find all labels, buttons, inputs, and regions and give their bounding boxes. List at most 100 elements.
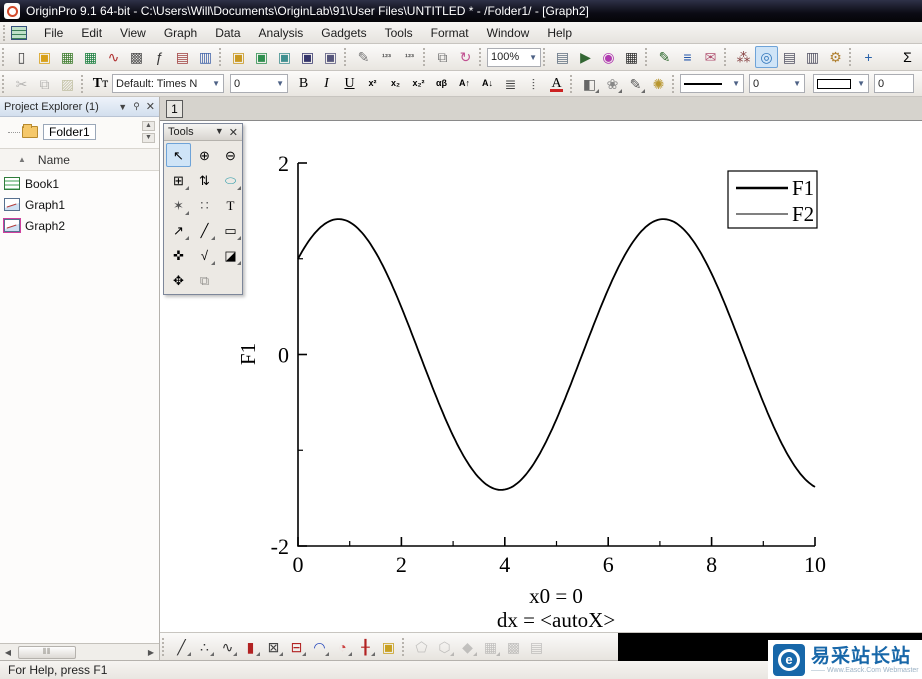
folder-name[interactable]: Folder1 — [43, 124, 96, 140]
super-subscript-button[interactable]: x₂² — [407, 73, 430, 95]
new-project-button[interactable]: ▯ — [10, 46, 33, 68]
project-item-graph1[interactable]: Graph1 — [0, 194, 159, 215]
slide-show-button[interactable]: ▶ — [574, 46, 597, 68]
insert-graph-tool-button[interactable]: ◪ — [218, 243, 243, 267]
code-builder-button[interactable]: ⚙ — [824, 46, 847, 68]
menu-item-view[interactable]: View — [120, 25, 146, 40]
menu-item-window[interactable]: Window — [486, 25, 530, 40]
screen-reader-tool-button[interactable]: ⊞ — [166, 168, 191, 192]
scroll-down-icon[interactable]: ▼ — [142, 133, 155, 143]
menu-item-format[interactable]: Format — [430, 25, 469, 40]
new-layout-button[interactable]: ▤ — [171, 46, 194, 68]
cluster-tool-button[interactable]: ∷ — [192, 193, 217, 217]
fill-color-button[interactable]: ◧ — [578, 73, 601, 95]
list-column-header[interactable]: ▲ Name — [0, 149, 159, 171]
layer-1-badge[interactable]: 1 — [166, 100, 183, 118]
pin-icon[interactable]: ⚲ — [133, 101, 140, 111]
new-function-button[interactable]: ƒ — [148, 46, 171, 68]
open-button[interactable]: ▣ — [227, 46, 250, 68]
vertical-cursor-tool-button[interactable]: ⇅ — [192, 168, 217, 192]
toolbar-grip[interactable] — [81, 74, 86, 93]
superscript-button[interactable]: x² — [361, 73, 384, 95]
greek-button[interactable]: αβ — [430, 73, 453, 95]
lighting-button[interactable]: ✺ — [647, 73, 670, 95]
project-explorer-toggle-button[interactable]: ◎ — [755, 46, 778, 68]
mask-points-tool-button[interactable]: ✶ — [166, 193, 191, 217]
vertical-text-button[interactable]: ⦙ — [522, 73, 545, 95]
template-library-button[interactable]: ▣ — [377, 636, 400, 658]
toolbar-grip[interactable] — [423, 48, 428, 66]
new-workbook-button[interactable]: ▦ — [56, 46, 79, 68]
draw-mode-button[interactable]: ✎ — [653, 46, 676, 68]
new-folder-button[interactable]: ▣ — [33, 46, 56, 68]
open-template-button[interactable]: ▣ — [273, 46, 296, 68]
pattern-palette-button[interactable]: ❀ — [601, 73, 624, 95]
open-excel-button[interactable]: ▣ — [250, 46, 273, 68]
font-combobox[interactable]: Default: Times N ▼ — [112, 74, 224, 93]
line-style-combobox[interactable]: ▼ — [680, 74, 744, 93]
toolbar-grip[interactable] — [849, 48, 854, 66]
toolbar-grip[interactable] — [645, 48, 650, 66]
batch-processing-button[interactable]: ⧉ — [431, 46, 454, 68]
scroll-left-icon[interactable]: ◀ — [4, 647, 12, 657]
x-axis-title-line1[interactable]: x0 = 0 — [529, 584, 583, 608]
new-graph-button[interactable]: ∿ — [102, 46, 125, 68]
line-color-button[interactable]: ✎ — [624, 73, 647, 95]
increase-font-button[interactable]: A↑ — [453, 73, 476, 95]
menu-item-analysis[interactable]: Analysis — [258, 25, 304, 40]
save-project-button[interactable]: ▣ — [296, 46, 319, 68]
toolbar-grip[interactable] — [162, 637, 167, 656]
refresh-run-button[interactable]: ↻ — [454, 46, 477, 68]
toolbar-grip[interactable] — [570, 74, 575, 93]
import-single-ascii-button[interactable]: ¹²³ — [375, 46, 398, 68]
send-graph-mail-button[interactable]: ✉ — [699, 46, 722, 68]
subscript-button[interactable]: x₂ — [384, 73, 407, 95]
region-reader-tool-button[interactable]: ⬭ — [218, 168, 243, 192]
horizontal-scrollbar[interactable]: ◀ ⦀⦀ ▶ — [0, 643, 159, 660]
scrollbar-thumb[interactable]: ⦀⦀ — [18, 645, 76, 659]
scroll-right-icon[interactable]: ▶ — [147, 647, 155, 657]
x-axis-title-line2[interactable]: dx = <autoX> — [497, 608, 615, 632]
results-log-button[interactable]: ▤ — [778, 46, 801, 68]
new-matrix-button[interactable]: ▩ — [125, 46, 148, 68]
rectangle-tool-tool-button[interactable]: ▭ — [218, 218, 243, 242]
quick-peek-button[interactable]: Σ — [896, 46, 919, 68]
toolbar-grip[interactable] — [3, 24, 8, 41]
font-size-combobox[interactable]: 0 ▼ — [230, 74, 288, 93]
command-window-button[interactable]: ▥ — [801, 46, 824, 68]
menu-item-graph[interactable]: Graph — [163, 25, 198, 40]
film-strip-button[interactable]: ▦ — [620, 46, 643, 68]
menu-item-edit[interactable]: Edit — [81, 25, 103, 40]
insert-equation-tool-button[interactable]: √ — [192, 243, 217, 267]
new-notes-button[interactable]: ▥ — [194, 46, 217, 68]
stock-chart-button[interactable]: ╂ — [354, 636, 377, 658]
line-tool-tool-button[interactable]: ╱ — [192, 218, 217, 242]
folder-tree-item[interactable]: Folder1 — [8, 124, 96, 140]
print-button[interactable]: ▤ — [551, 46, 574, 68]
menu-item-gadgets[interactable]: Gadgets — [321, 25, 367, 40]
video-player-button[interactable]: ◉ — [597, 46, 620, 68]
menu-item-tools[interactable]: Tools — [384, 25, 413, 40]
import-multiple-ascii-button[interactable]: ¹²³ — [398, 46, 421, 68]
menu-item-help[interactable]: Help — [547, 25, 573, 40]
zoom-combobox[interactable]: 100% ▼ — [487, 47, 541, 67]
pan-tool-tool-button[interactable]: ✜ — [166, 243, 191, 267]
project-item-graph2[interactable]: Graph2 — [0, 215, 159, 236]
scroll-up-icon[interactable]: ▲ — [142, 121, 155, 131]
toolbar-grip[interactable] — [479, 48, 484, 66]
project-structure-button[interactable]: ⁂ — [732, 46, 755, 68]
border-style-combobox[interactable]: ▼ — [813, 74, 869, 93]
close-icon[interactable]: ✕ — [145, 101, 155, 113]
text-tool-tool-button[interactable]: T — [218, 193, 243, 217]
line-symbol-plot-button[interactable]: ∿ — [216, 636, 239, 658]
toolbar-grip[interactable] — [2, 74, 7, 93]
scatter-plot-button[interactable]: ∴ — [193, 636, 216, 658]
project-explorer-header[interactable]: Project Explorer (1) ▼ ⚲ ✕ — [0, 97, 159, 117]
italic-button[interactable]: I — [315, 73, 338, 95]
split-view-button[interactable]: ≡ — [676, 46, 699, 68]
line-plot-button[interactable]: ╱ — [170, 636, 193, 658]
arrow-tool-tool-button[interactable]: ↗ — [166, 218, 191, 242]
draw-data-tool-tool-button[interactable]: ✥ — [166, 268, 191, 292]
import-wizard-button[interactable]: ✎ — [352, 46, 375, 68]
zoom-in-tool-button[interactable]: ⊕ — [192, 143, 217, 167]
